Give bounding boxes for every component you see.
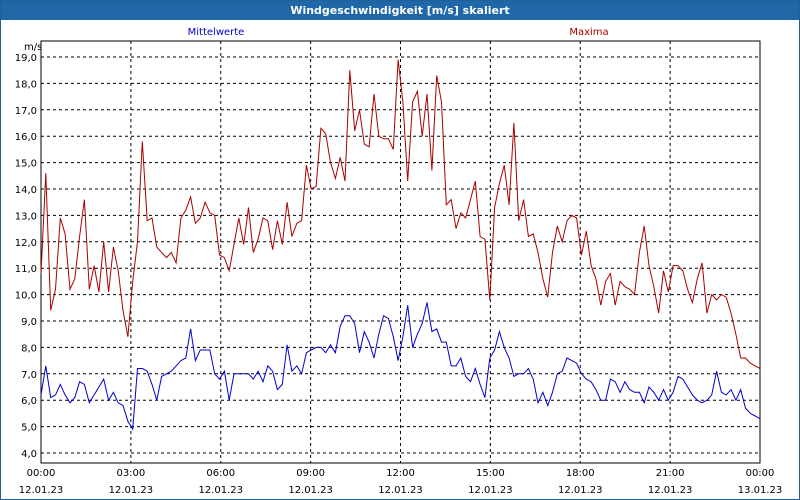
y-tick-label: 10,0: [15, 291, 37, 302]
x-tick-time-label: 21:00: [656, 468, 685, 479]
y-tick-label: 12,0: [15, 238, 37, 249]
y-tick-label: 11,0: [15, 264, 37, 275]
title-bar: Windgeschwindigkeit [m/s] skaliert: [1, 1, 799, 20]
x-tick-date-label: 12.01.23: [19, 485, 64, 496]
x-tick-date-label: 12.01.23: [288, 485, 333, 496]
x-axis-ticks: 00:00 12.01.23 03:00 12.01.23 06:00 12.01.23 0…: [19, 468, 783, 496]
y-tick-label: 14,0: [15, 185, 37, 196]
x-tick-time-label: 03:00: [116, 468, 145, 479]
legend-mittelwerte: Mittelwerte: [188, 27, 245, 38]
x-tick-date-label: 12.01.23: [378, 485, 423, 496]
x-tick-date-label: 12.01.23: [198, 485, 243, 496]
x-tick-time-label: 00:00: [746, 468, 775, 479]
x-tick-time-label: 06:00: [206, 468, 235, 479]
legend-maxima: Maxima: [569, 27, 608, 38]
series-line-maxima: [40, 59, 761, 369]
y-tick-label: 7,0: [21, 370, 37, 381]
line-chart: Mittelwerte Maxima m/s 4,0 5,0 6,0 7,0 8,0 9,…: [15, 27, 783, 496]
x-tick-time-label: 15:00: [476, 468, 505, 479]
y-tick-label: 4,0: [21, 449, 37, 460]
y-tick-label: 16,0: [15, 132, 37, 143]
y-axis-ticks: 4,0 5,0 6,0 7,0 8,0 9,0 10,0 11,0 12,0 13,0 14,0 15…: [15, 53, 37, 460]
x-tick-time-label: 12:00: [386, 468, 415, 479]
y-tick-label: 18,0: [15, 79, 37, 90]
y-axis-unit-label: m/s: [24, 42, 42, 53]
y-tick-label: 8,0: [21, 343, 37, 354]
y-tick-label: 15,0: [15, 159, 37, 170]
x-tick-date-label: 12.01.23: [648, 485, 693, 496]
x-tick-date-label: 12.01.23: [468, 485, 513, 496]
x-tick-time-label: 18:00: [566, 468, 595, 479]
grid-lines: [41, 41, 760, 463]
y-tick-label: 5,0: [21, 423, 37, 434]
x-tick-time-label: 09:00: [296, 468, 325, 479]
x-tick-time-label: 00:00: [27, 468, 56, 479]
y-tick-label: 19,0: [15, 53, 37, 64]
x-tick-date-label: 12.01.23: [109, 485, 154, 496]
x-tick-date-label: 12.01.23: [558, 485, 603, 496]
window-title: Windgeschwindigkeit [m/s] skaliert: [290, 4, 510, 17]
y-tick-label: 13,0: [15, 211, 37, 222]
series-line-mittelwerte: [40, 302, 761, 431]
series-lines: [40, 59, 761, 431]
y-tick-label: 9,0: [21, 317, 37, 328]
y-tick-label: 6,0: [21, 396, 37, 407]
x-tick-date-label: 13.01.23: [738, 485, 783, 496]
y-tick-label: 17,0: [15, 106, 37, 117]
